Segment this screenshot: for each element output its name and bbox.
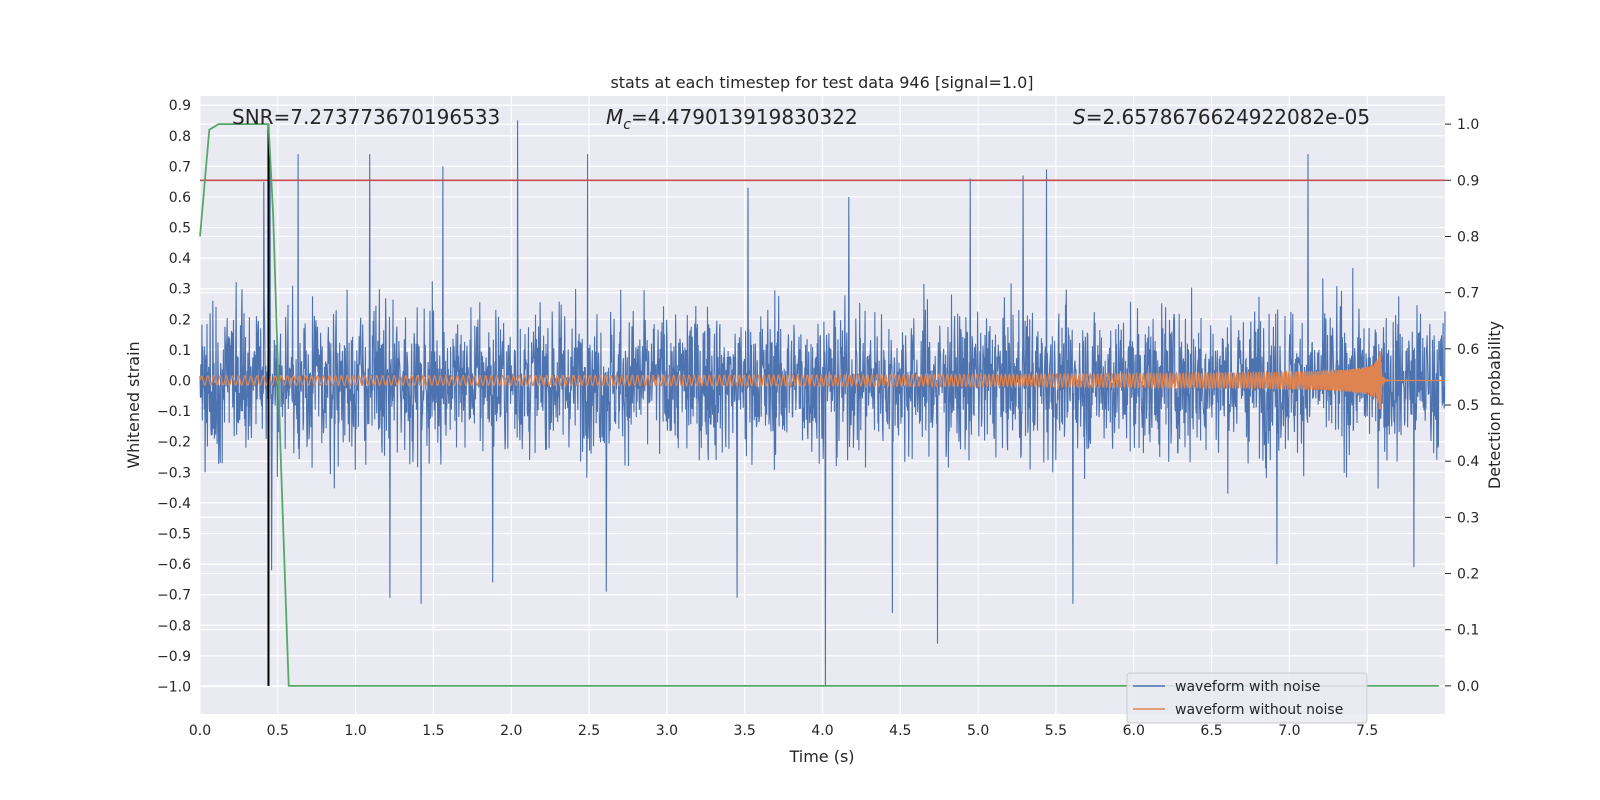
tick-labels: 0.0 0.5 1.0 1.5 2.0 2.5 3.0 3.5 4.0 4.5 5.0 5.5 6.0 6… (157, 98, 1479, 739)
x-tick-label: 1.0 (344, 723, 366, 739)
legend-label-noise: waveform with noise (1175, 679, 1320, 695)
x-tick-label: 1.5 (422, 723, 444, 739)
x-tick-label: 2.5 (578, 723, 600, 739)
y-tick-label: −0.7 (157, 588, 191, 604)
overlay-group (199, 123, 1445, 687)
y-tick-label: −0.2 (157, 435, 191, 451)
x-axis-label: Time (s) (788, 747, 854, 766)
y-tick-label: 0.4 (169, 251, 191, 267)
x-tick-label: 7.0 (1278, 723, 1300, 739)
y2-tick-label: 0.5 (1457, 398, 1479, 414)
y2-tick-label: 0.8 (1457, 229, 1479, 245)
y-tick-label: −0.1 (157, 404, 191, 420)
s-value: =2.6578676624922082e-05 (1086, 105, 1370, 129)
s-annotation: S=2.6578676624922082e-05 (1073, 105, 1370, 129)
x-tick-label: 5.0 (967, 723, 989, 739)
legend-box (1126, 672, 1368, 724)
x-tick-label: 5.5 (1045, 723, 1067, 739)
y2-axis-label: Detection probability (1485, 321, 1504, 489)
y2-tick-label: 0.0 (1457, 679, 1479, 695)
chirp-mass-value: =4.479013919830322 (631, 105, 858, 129)
y2-tick-label: 0.3 (1457, 510, 1479, 526)
x-tick-label: 2.0 (500, 723, 522, 739)
chart-title: stats at each timestep for test data 946… (610, 73, 1033, 92)
y2-tick-label: 0.4 (1457, 454, 1479, 470)
y-tick-label: −1.0 (157, 679, 191, 695)
x-tick-label: 6.0 (1123, 723, 1145, 739)
x-tick-label: 3.5 (734, 723, 756, 739)
y-tick-label: −0.6 (157, 557, 191, 573)
clean-series-group (199, 351, 1445, 410)
y2-tick-label: 0.1 (1457, 623, 1479, 639)
y-tick-label: 0.8 (169, 129, 191, 145)
x-tick-label: 3.0 (656, 723, 678, 739)
y-tick-label: −0.3 (157, 465, 191, 481)
y-tick-label: 0.1 (169, 343, 191, 359)
x-tick-label: 0.0 (189, 723, 211, 739)
noise-series-line (199, 120, 1446, 687)
y2-tick-label: 0.7 (1457, 286, 1479, 302)
legend: waveform with noise waveform without noi… (1126, 672, 1368, 724)
x-tick-label: 7.5 (1356, 723, 1378, 739)
y-tick-label: −0.9 (157, 649, 191, 665)
chirp-mass-symbol: M (606, 105, 623, 129)
y2-tick-label: 0.9 (1457, 173, 1479, 189)
y-tick-label: 0.5 (169, 221, 191, 237)
y-tick-label: −0.5 (157, 526, 191, 542)
y-tick-label: −0.8 (157, 618, 191, 634)
y2-tick-label: 1.0 (1457, 117, 1479, 133)
x-tick-label: 0.5 (267, 723, 289, 739)
y-tick-label: 0.6 (169, 190, 191, 206)
detection-probability-line (199, 123, 1439, 687)
y-axis-label: Whitened strain (124, 341, 143, 468)
y-tick-label: 0.7 (169, 159, 191, 175)
y2-tick-label: 0.2 (1457, 567, 1479, 583)
y-tick-label: −0.4 (157, 496, 191, 512)
y-tick-label: 0.0 (169, 374, 191, 390)
noise-series-group (199, 120, 1446, 687)
x-tick-label: 6.5 (1200, 723, 1222, 739)
clean-series-line (199, 351, 1445, 410)
y-tick-label: 0.9 (169, 98, 191, 114)
x-tick-label: 4.0 (811, 723, 833, 739)
chirp-mass-annotation: Mc=4.479013919830322 (606, 105, 858, 133)
s-symbol: S (1073, 105, 1086, 129)
x-tick-label: 4.5 (889, 723, 911, 739)
y-tick-label: 0.3 (169, 282, 191, 298)
legend-label-clean: waveform without noise (1175, 702, 1343, 718)
snr-annotation: SNR=7.273773670196533 (232, 105, 500, 129)
y-tick-label: 0.2 (169, 312, 191, 328)
y2-tick-label: 0.6 (1457, 342, 1479, 358)
chirp-mass-subscript: c (623, 117, 631, 133)
